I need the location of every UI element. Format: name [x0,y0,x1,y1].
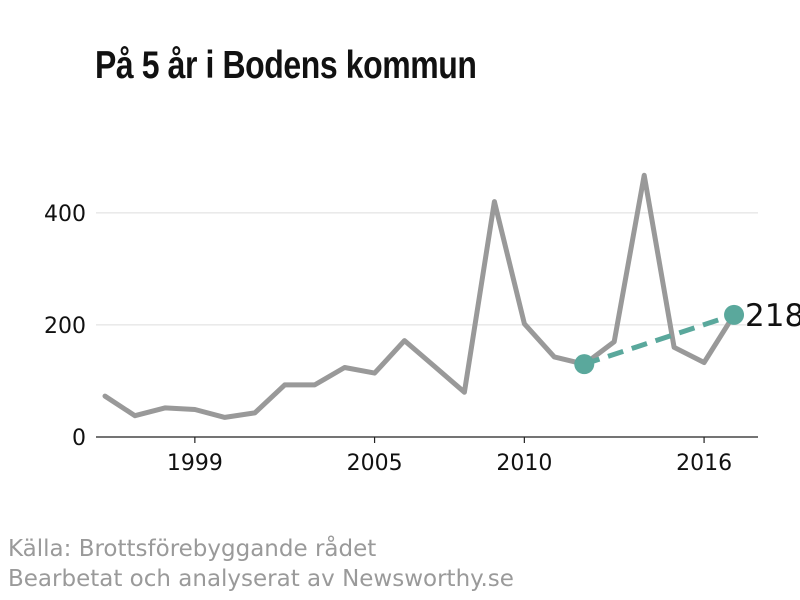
x-tick-label: 2005 [347,451,403,476]
start-point [574,354,595,375]
source-note: Källa: Brottsförebyggande rådet Bearbeta… [8,534,514,594]
highlight-layer: 218 [574,298,800,375]
gridlines [96,212,758,326]
x-tick-label: 2016 [676,451,732,476]
series-layer [102,172,737,420]
page-title: På 5 år i Bodens kommun [95,44,477,87]
y-tick-label: 200 [44,314,86,339]
end-value-label: 218 [745,298,800,334]
x-tick-label: 1999 [167,451,223,476]
credit-line: Bearbetat och analyserat av Newsworthy.s… [8,566,514,592]
series-line [102,172,737,420]
y-tick-label: 0 [72,426,86,451]
axes: 0 200 400 1999 2005 2010 2016 [44,202,758,476]
end-point [724,304,745,325]
trend-line [583,312,735,367]
source-line: Källa: Brottsförebyggande rådet [8,536,377,562]
y-tick-label: 400 [44,202,86,227]
x-tick-label: 2010 [496,451,552,476]
